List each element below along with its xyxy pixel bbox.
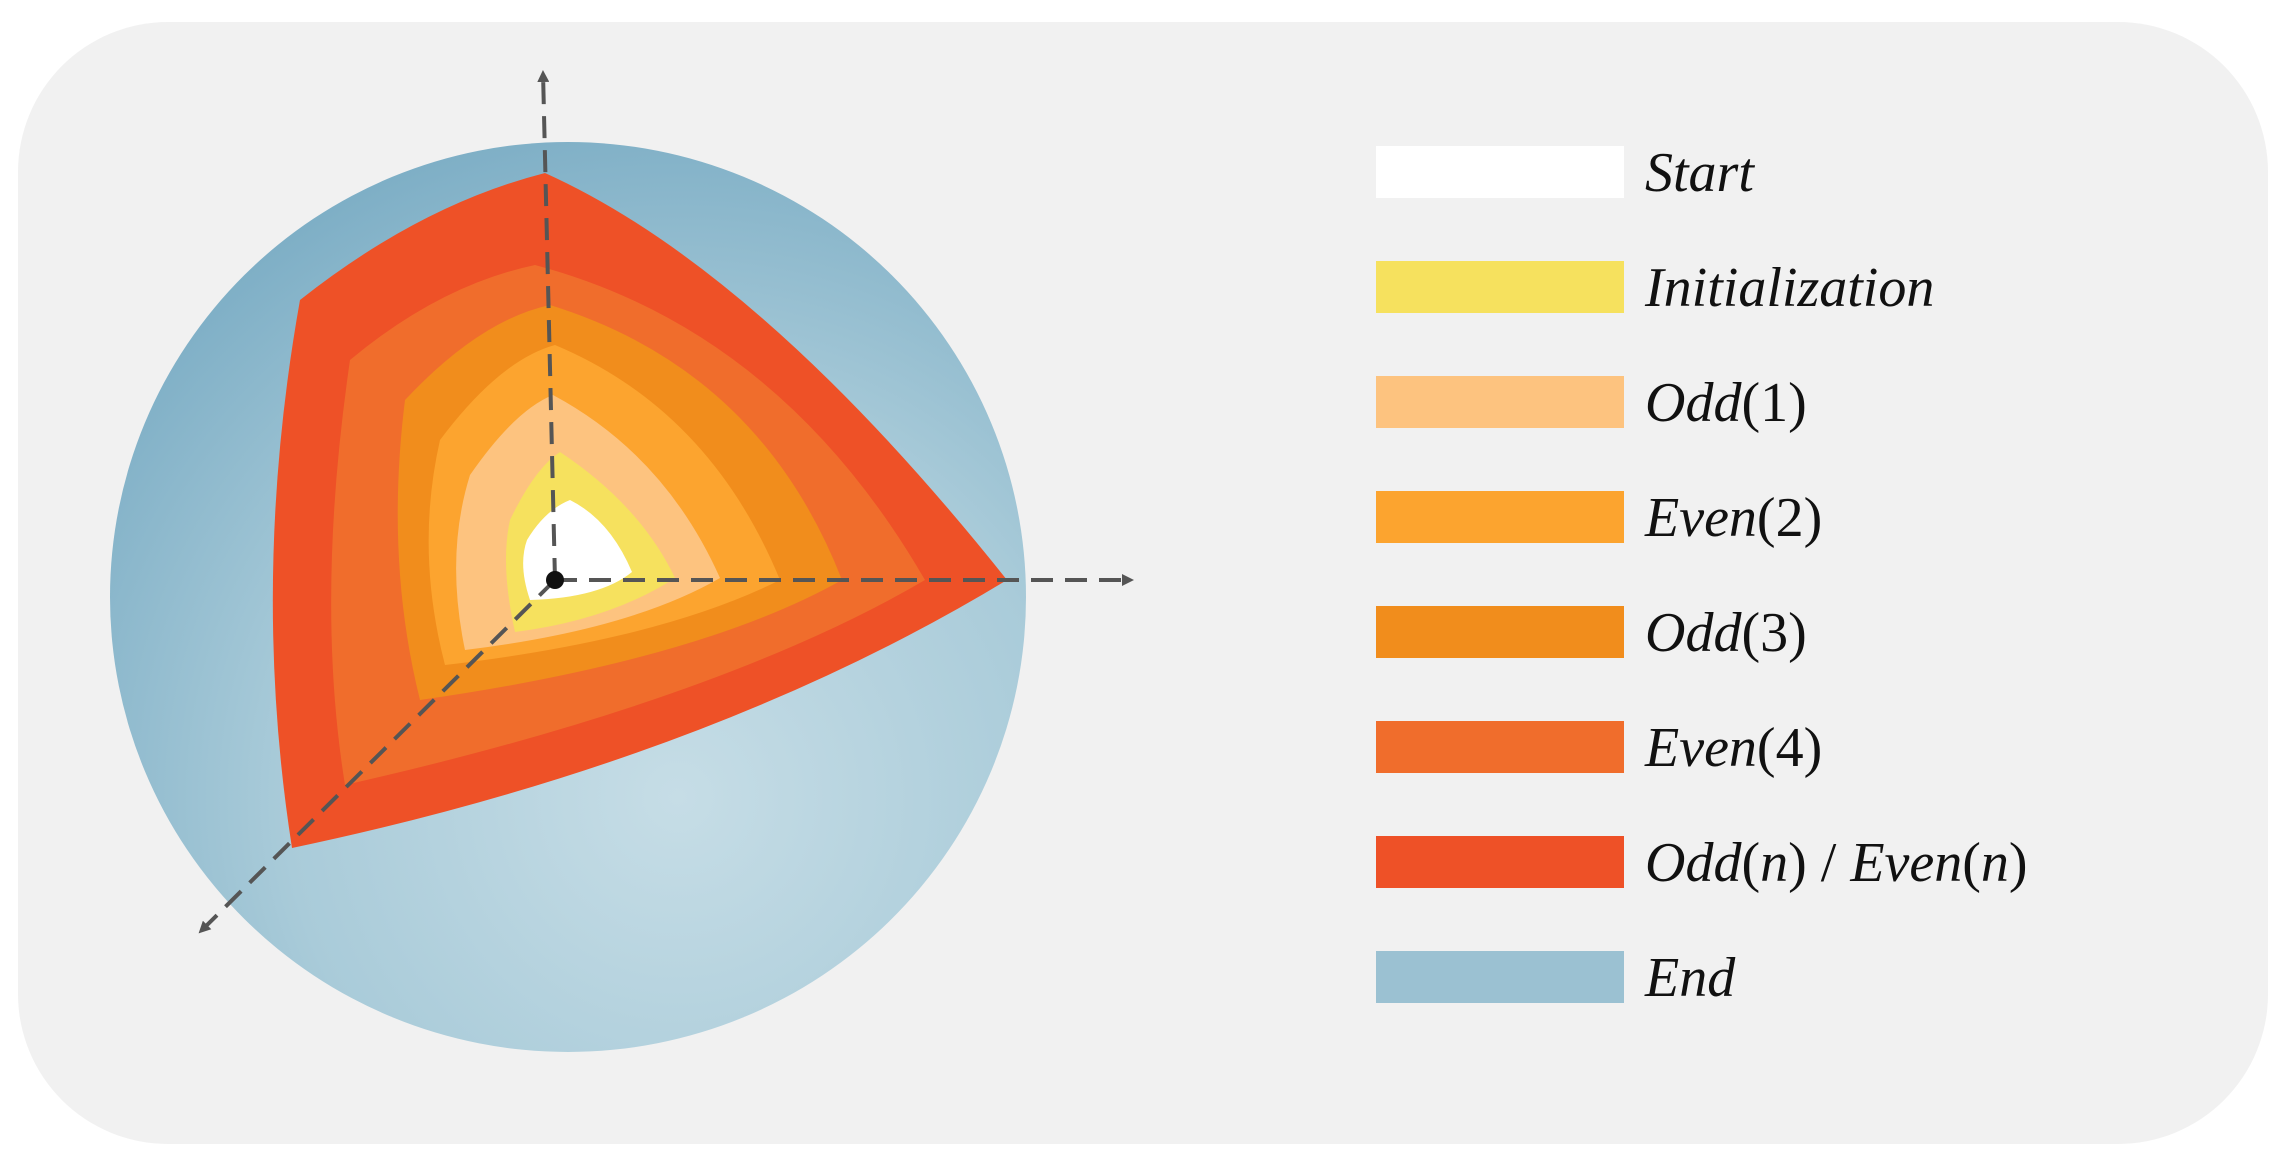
- legend-swatch-start: [1376, 146, 1624, 198]
- legend-label-part: (1): [1741, 372, 1806, 434]
- legend-swatch-init: [1376, 261, 1624, 313]
- legend-label-init: Initialization: [1644, 257, 1934, 319]
- legend-item-end: End: [1376, 947, 1736, 1009]
- legend-label-part: (2): [1757, 487, 1822, 549]
- sphere-diagram: [110, 142, 1026, 1052]
- legend-label-part: Odd: [1645, 602, 1742, 664]
- legend-label-part: (4): [1757, 717, 1822, 779]
- legend-label-part: Odd: [1645, 832, 1742, 894]
- legend-item-even4: Even(4): [1376, 717, 1822, 779]
- legend-label-part: ) /: [1788, 832, 1850, 894]
- legend-item-odd1: Odd(1): [1376, 372, 1807, 434]
- legend-label-oddn: Odd(n) / Even(n): [1645, 832, 2028, 894]
- legend-label-even2: Even(2): [1644, 487, 1822, 549]
- legend-item-init: Initialization: [1376, 257, 1934, 319]
- diagonal-axis: [198, 578, 557, 934]
- legend-label-part: Even: [1849, 832, 1962, 894]
- legend-label-part: (3): [1741, 602, 1806, 664]
- legend-label-part: (: [1962, 832, 1981, 894]
- legend-label-part: End: [1644, 947, 1736, 1009]
- legend: StartInitializationOdd(1)Even(2)Odd(3)Ev…: [1376, 142, 2028, 1009]
- axes: [198, 70, 1134, 934]
- legend-item-odd3: Odd(3): [1376, 602, 1807, 664]
- legend-label-part: ): [2009, 832, 2028, 894]
- legend-swatch-oddn: [1376, 836, 1624, 888]
- legend-label-part: Even: [1644, 717, 1757, 779]
- legend-label-part: n: [1760, 832, 1788, 894]
- legend-label-part: Odd: [1645, 372, 1742, 434]
- legend-swatch-odd3: [1376, 606, 1624, 658]
- legend-label-start: Start: [1645, 142, 1755, 204]
- origin-point: [546, 571, 564, 589]
- legend-swatch-even4: [1376, 721, 1624, 773]
- legend-label-odd1: Odd(1): [1645, 372, 1807, 434]
- legend-swatch-odd1: [1376, 376, 1624, 428]
- legend-swatch-end: [1376, 951, 1624, 1003]
- legend-label-part: Even: [1644, 487, 1757, 549]
- legend-label-part: Initialization: [1644, 257, 1934, 319]
- legend-item-oddn: Odd(n) / Even(n): [1376, 832, 2028, 894]
- legend-label-part: Start: [1645, 142, 1755, 204]
- vertical-axis: [537, 70, 557, 581]
- legend-label-end: End: [1644, 947, 1736, 1009]
- legend-label-part: n: [1981, 832, 2009, 894]
- legend-item-start: Start: [1376, 142, 1755, 204]
- legend-label-even4: Even(4): [1644, 717, 1822, 779]
- legend-item-even2: Even(2): [1376, 487, 1822, 549]
- legend-swatch-even2: [1376, 491, 1624, 543]
- legend-label-part: (: [1741, 832, 1760, 894]
- legend-label-odd3: Odd(3): [1645, 602, 1807, 664]
